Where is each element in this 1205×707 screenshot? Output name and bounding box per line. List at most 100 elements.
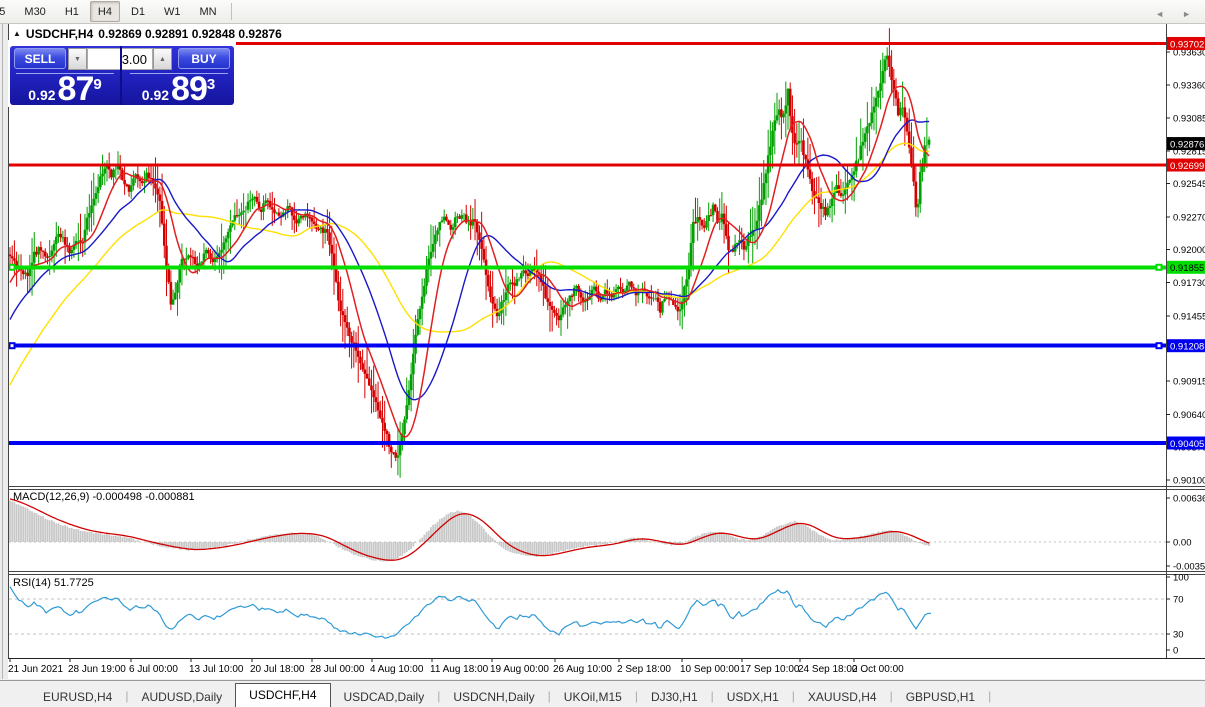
svg-text:0.91855: 0.91855 bbox=[1170, 263, 1204, 274]
svg-text:0.92699: 0.92699 bbox=[1170, 161, 1204, 172]
axis-tick-label: 0.93630 bbox=[1173, 48, 1205, 59]
tab-scroll-arrows: ◄ ► bbox=[1155, 9, 1191, 19]
chart-tab-dj30[interactable]: DJ30,H1 bbox=[650, 690, 698, 704]
date-axis-label: 21 Jun 2021 bbox=[8, 664, 63, 675]
price-badge-0.91208: 0.91208 bbox=[1167, 339, 1205, 352]
date-axis-label: 4 Aug 10:00 bbox=[370, 664, 424, 675]
chart-tab-usdcnh[interactable]: USDCNH,Daily bbox=[453, 690, 535, 704]
tab-separator: | bbox=[791, 689, 795, 703]
chart-tab-eurusd[interactable]: EURUSD,H4 bbox=[43, 690, 113, 704]
date-axis-label: 20 Jul 18:00 bbox=[250, 664, 305, 675]
date-axis-label: 19 Aug 00:00 bbox=[490, 664, 549, 675]
date-axis-label: 11 Aug 18:00 bbox=[430, 664, 489, 675]
axis-tick-label: -0.00350 bbox=[1173, 562, 1205, 573]
axis-tick-label: 0.91455 bbox=[1173, 311, 1205, 322]
buy-button[interactable]: BUY bbox=[178, 48, 230, 69]
date-axis-label: 2 Oct 00:00 bbox=[852, 664, 904, 675]
horizontal-line-0.91855[interactable] bbox=[8, 263, 1167, 271]
buy-price-pip: 3 bbox=[206, 76, 216, 93]
trade-panel-body: SELL ▼ ▲ BUY 0.92 87 9 0.92 89 3 bbox=[10, 46, 234, 108]
timeframe-button-h1[interactable]: H1 bbox=[64, 5, 79, 18]
price-badge-0.92876: 0.92876 bbox=[1167, 137, 1205, 150]
axis-tick-label: 0.92545 bbox=[1173, 179, 1205, 190]
chart-tab-audusd[interactable]: AUDUSD,Daily bbox=[141, 690, 223, 704]
date-axis-label: 13 Jul 10:00 bbox=[189, 664, 244, 675]
one-click-trade-panel: SELL ▼ ▲ BUY 0.92 87 9 0.92 89 3 bbox=[8, 40, 236, 107]
horizontal-line-0.91208[interactable] bbox=[8, 342, 1167, 350]
date-axis-label: 10 Sep 00:00 bbox=[680, 664, 740, 675]
chart-tab-gbpusd[interactable]: GBPUSD,H1 bbox=[905, 690, 976, 704]
sell-button[interactable]: SELL bbox=[14, 48, 66, 69]
svg-text:0.93702: 0.93702 bbox=[1170, 39, 1204, 50]
timeframe-button-h4[interactable]: H4 bbox=[89, 1, 120, 22]
panel-divider bbox=[120, 46, 122, 105]
svg-text:0.91208: 0.91208 bbox=[1170, 341, 1204, 352]
axis-tick-label: 0.92815 bbox=[1173, 146, 1205, 157]
axis-tick-label: 0.91730 bbox=[1173, 278, 1205, 289]
sell-price[interactable]: 0.92 87 9 bbox=[10, 72, 120, 108]
axis-tick-label: 100 bbox=[1173, 573, 1189, 584]
tab-separator: | bbox=[988, 689, 992, 703]
chart-tab-xauusd[interactable]: XAUUSD,H4 bbox=[807, 690, 877, 704]
price-badge-0.90405: 0.90405 bbox=[1167, 436, 1205, 450]
date-axis-label: 17 Sep 10:00 bbox=[740, 664, 800, 675]
axis-tick-label: 0.90915 bbox=[1173, 377, 1205, 388]
axis-tick-label: 0.90640 bbox=[1173, 410, 1205, 421]
chart-tab-usdx[interactable]: USDX,H1 bbox=[726, 690, 779, 704]
tab-separator: | bbox=[710, 689, 714, 703]
tab-scroll-left-icon[interactable]: ◄ bbox=[1155, 9, 1165, 19]
buy-price[interactable]: 0.92 89 3 bbox=[123, 72, 234, 108]
timeframe-button-m15[interactable]: M15 bbox=[0, 1, 13, 22]
sell-price-prefix: 0.92 bbox=[28, 87, 56, 103]
axis-tick-label: 0.93360 bbox=[1173, 80, 1205, 91]
date-axis-label: 28 Jun 19:00 bbox=[68, 664, 126, 675]
tab-separator: | bbox=[437, 689, 441, 703]
chart-tab-ukoil[interactable]: UKOil,M15 bbox=[563, 690, 622, 704]
axis-tick-label: 70 bbox=[1173, 595, 1184, 606]
chart-symbol-title: USDCHF,H4 bbox=[25, 27, 94, 41]
axis-tick-label: 0.00636 bbox=[1173, 494, 1205, 505]
timeframe-button-mn[interactable]: MN bbox=[199, 5, 217, 18]
price-badge-0.92699: 0.92699 bbox=[1167, 158, 1205, 172]
moving-average bbox=[9, 142, 930, 386]
svg-text:0.90405: 0.90405 bbox=[1170, 439, 1204, 450]
timeframe-button-w1[interactable]: W1 bbox=[164, 5, 181, 18]
chart-tab-bar: EURUSD,H4 | AUDUSD,Daily USDCHF,H4 USDCAD,Da… bbox=[0, 680, 1205, 707]
collapse-panel-icon[interactable]: ▲ bbox=[13, 29, 21, 38]
axis-tick-label: 0.92000 bbox=[1173, 245, 1205, 256]
axis-tick-label: 0.00 bbox=[1173, 538, 1192, 549]
date-axis-label: 2 Sep 18:00 bbox=[617, 664, 671, 675]
price-badge-0.91855: 0.91855 bbox=[1167, 260, 1205, 274]
volume-up-button[interactable]: ▲ bbox=[153, 48, 172, 70]
axis-tick-label: 0.93085 bbox=[1173, 114, 1205, 125]
timeframe-button-m30[interactable]: M30 bbox=[24, 5, 46, 18]
date-axis-label: 28 Jul 00:00 bbox=[310, 664, 365, 675]
timeframe-toolbar: M15 M30 H1 H4 D1 W1 MN bbox=[0, 0, 1205, 24]
price-badge-0.93702: 0.93702 bbox=[1167, 36, 1205, 50]
axis-tick-label: 0.90100 bbox=[1173, 475, 1205, 486]
chart-tab-usdchf[interactable]: USDCHF,H4 bbox=[235, 683, 331, 707]
tab-separator: | bbox=[889, 689, 893, 703]
buy-underline bbox=[130, 73, 228, 74]
macd-indicator-label: MACD(12,26,9) -0.000498 -0.000881 bbox=[13, 491, 195, 503]
date-axis-label: 24 Sep 18:00 bbox=[798, 664, 858, 675]
buy-price-prefix: 0.92 bbox=[141, 87, 170, 103]
sell-underline bbox=[16, 73, 114, 74]
rsi-line bbox=[9, 586, 932, 639]
timeframe-button-d1[interactable]: D1 bbox=[130, 5, 145, 18]
sell-price-pip: 9 bbox=[93, 76, 102, 93]
axis-tick-label: 0 bbox=[1173, 646, 1178, 657]
axis-tick-label: 0.92270 bbox=[1173, 212, 1205, 223]
tab-separator: | bbox=[634, 689, 638, 703]
buy-price-big: 89 bbox=[171, 70, 208, 108]
volume-down-button[interactable]: ▼ bbox=[68, 48, 87, 70]
date-axis-label: 26 Aug 10:00 bbox=[553, 664, 612, 675]
moving-average bbox=[9, 85, 930, 438]
chart-tab-usdcad[interactable]: USDCAD,Daily bbox=[343, 690, 425, 704]
tab-separator: | bbox=[547, 689, 551, 703]
tab-scroll-right-icon[interactable]: ► bbox=[1182, 9, 1191, 19]
svg-text:0.92876: 0.92876 bbox=[1170, 139, 1204, 150]
axis-tick-label: 30 bbox=[1173, 630, 1184, 641]
